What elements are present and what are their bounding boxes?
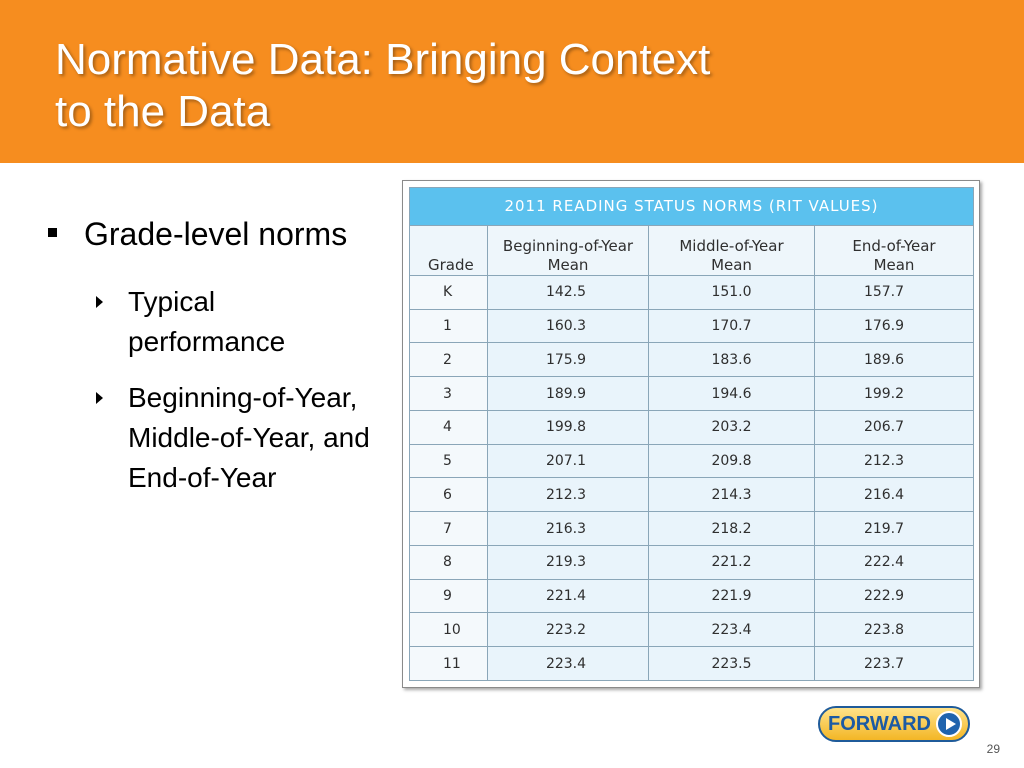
- header-boy-line-1: Beginning-of-Year: [502, 236, 634, 255]
- moy-mean-cell: 214.3: [648, 477, 815, 513]
- grade-cell: 7: [409, 511, 488, 546]
- moy-mean-cell: 221.9: [648, 578, 815, 614]
- boy-mean-cell: 216.3: [487, 511, 649, 546]
- moy-mean-cell: 223.4: [648, 612, 815, 648]
- header-grade: Grade: [409, 224, 488, 276]
- table-row: 6 212.3 214.3 216.4: [409, 477, 974, 513]
- sub-bullet-list: Typical performance Beginning-of-Year, M…: [48, 282, 378, 498]
- moy-mean-cell: 194.6: [648, 376, 815, 411]
- reading-norms-table: 2011 READING STATUS NORMS (RIT VALUES) G…: [409, 187, 974, 681]
- grade-cell: 8: [409, 544, 488, 580]
- moy-mean-cell: 221.2: [648, 544, 815, 580]
- table-row: 1 160.3 170.7 176.9: [409, 308, 974, 344]
- grade-cell: 10: [409, 612, 488, 648]
- table-row: 5 207.1 209.8 212.3: [409, 443, 974, 479]
- slide-title-line-2: to the Data: [55, 87, 271, 136]
- table-row: 3 189.9 194.6 199.2: [409, 376, 974, 411]
- moy-mean-cell: 183.6: [648, 342, 815, 378]
- moy-mean-cell: 151.0: [648, 274, 815, 310]
- boy-mean-cell: 175.9: [487, 342, 649, 378]
- sub-bullet-typical-performance: Typical performance: [48, 282, 378, 362]
- moy-mean-cell: 203.2: [648, 409, 815, 445]
- boy-mean-cell: 160.3: [487, 308, 649, 344]
- header-eoy-line-1: End-of-Year: [852, 236, 936, 255]
- slide-title-line-1: Normative Data: Bringing Context: [55, 35, 711, 84]
- boy-mean-cell: 223.4: [487, 646, 649, 681]
- grade-cell: 11: [409, 646, 488, 681]
- moy-mean-cell: 170.7: [648, 308, 815, 344]
- eoy-mean-cell: 157.7: [814, 274, 974, 310]
- grade-cell: 9: [409, 578, 488, 614]
- header-eoy-line-2: Mean: [873, 255, 915, 274]
- slide-header: Normative Data: Bringing Context to the …: [0, 0, 1024, 163]
- sub-bullet-year-periods: Beginning-of-Year, Middle-of-Year, and E…: [48, 378, 378, 498]
- table-row: 10 223.2 223.4 223.8: [409, 612, 974, 648]
- boy-mean-cell: 189.9: [487, 376, 649, 411]
- grade-cell: 3: [409, 376, 488, 411]
- header-boy-line-2: Mean: [547, 255, 589, 274]
- table-row: 9 221.4 221.9 222.9: [409, 578, 974, 614]
- table-row: 11 223.4 223.5 223.7: [409, 646, 974, 681]
- table-row: 7 216.3 218.2 219.7: [409, 511, 974, 546]
- table-row: 8 219.3 221.2 222.4: [409, 544, 974, 580]
- slide-title: Normative Data: Bringing Context to the …: [55, 34, 855, 138]
- square-bullet-icon: [48, 228, 57, 237]
- grade-cell: 4: [409, 409, 488, 445]
- play-icon: [936, 711, 962, 737]
- table-caption: 2011 READING STATUS NORMS (RIT VALUES): [409, 187, 974, 226]
- table-row: 2 175.9 183.6 189.6: [409, 342, 974, 378]
- eoy-mean-cell: 223.8: [814, 612, 974, 648]
- table-header-row: Grade Beginning-of-Year Mean Middle-of-Y…: [409, 224, 974, 276]
- grade-cell: 1: [409, 308, 488, 344]
- eoy-mean-cell: 216.4: [814, 477, 974, 513]
- eoy-mean-cell: 189.6: [814, 342, 974, 378]
- bullet-grade-level-norms: Grade-level norms: [48, 214, 378, 254]
- eoy-mean-cell: 206.7: [814, 409, 974, 445]
- eoy-mean-cell: 222.9: [814, 578, 974, 614]
- eoy-mean-cell: 199.2: [814, 376, 974, 411]
- boy-mean-cell: 221.4: [487, 578, 649, 614]
- header-middle-of-year: Middle-of-Year Mean: [648, 224, 815, 276]
- boy-mean-cell: 212.3: [487, 477, 649, 513]
- eoy-mean-cell: 176.9: [814, 308, 974, 344]
- bullet-text: Grade-level norms: [84, 216, 348, 252]
- moy-mean-cell: 223.5: [648, 646, 815, 681]
- grade-cell: K: [409, 274, 488, 310]
- header-end-of-year: End-of-Year Mean: [814, 224, 974, 276]
- moy-mean-cell: 209.8: [648, 443, 815, 479]
- boy-mean-cell: 219.3: [487, 544, 649, 580]
- slide-number: 29: [986, 742, 1000, 756]
- arrow-bullet-icon: [96, 392, 103, 404]
- boy-mean-cell: 199.8: [487, 409, 649, 445]
- arrow-bullet-icon: [96, 296, 103, 308]
- header-beginning-of-year: Beginning-of-Year Mean: [487, 224, 649, 276]
- eoy-mean-cell: 223.7: [814, 646, 974, 681]
- forward-button[interactable]: FORWARD: [818, 706, 970, 742]
- grade-cell: 2: [409, 342, 488, 378]
- grade-cell: 6: [409, 477, 488, 513]
- eoy-mean-cell: 212.3: [814, 443, 974, 479]
- bullet-list: Grade-level norms Typical performance Be…: [48, 214, 378, 514]
- table-row: K 142.5 151.0 157.7: [409, 274, 974, 310]
- boy-mean-cell: 207.1: [487, 443, 649, 479]
- moy-mean-cell: 218.2: [648, 511, 815, 546]
- header-moy-line-1: Middle-of-Year: [679, 236, 784, 255]
- boy-mean-cell: 142.5: [487, 274, 649, 310]
- eoy-mean-cell: 222.4: [814, 544, 974, 580]
- forward-button-label: FORWARD: [828, 712, 931, 735]
- boy-mean-cell: 223.2: [487, 612, 649, 648]
- sub-bullet-text: Typical performance: [128, 286, 286, 357]
- sub-bullet-text: Beginning-of-Year, Middle-of-Year, and E…: [128, 382, 370, 493]
- table-row: 4 199.8 203.2 206.7: [409, 409, 974, 445]
- eoy-mean-cell: 219.7: [814, 511, 974, 546]
- grade-cell: 5: [409, 443, 488, 479]
- norms-table-frame: 2011 READING STATUS NORMS (RIT VALUES) G…: [402, 180, 980, 688]
- header-moy-line-2: Mean: [711, 255, 752, 274]
